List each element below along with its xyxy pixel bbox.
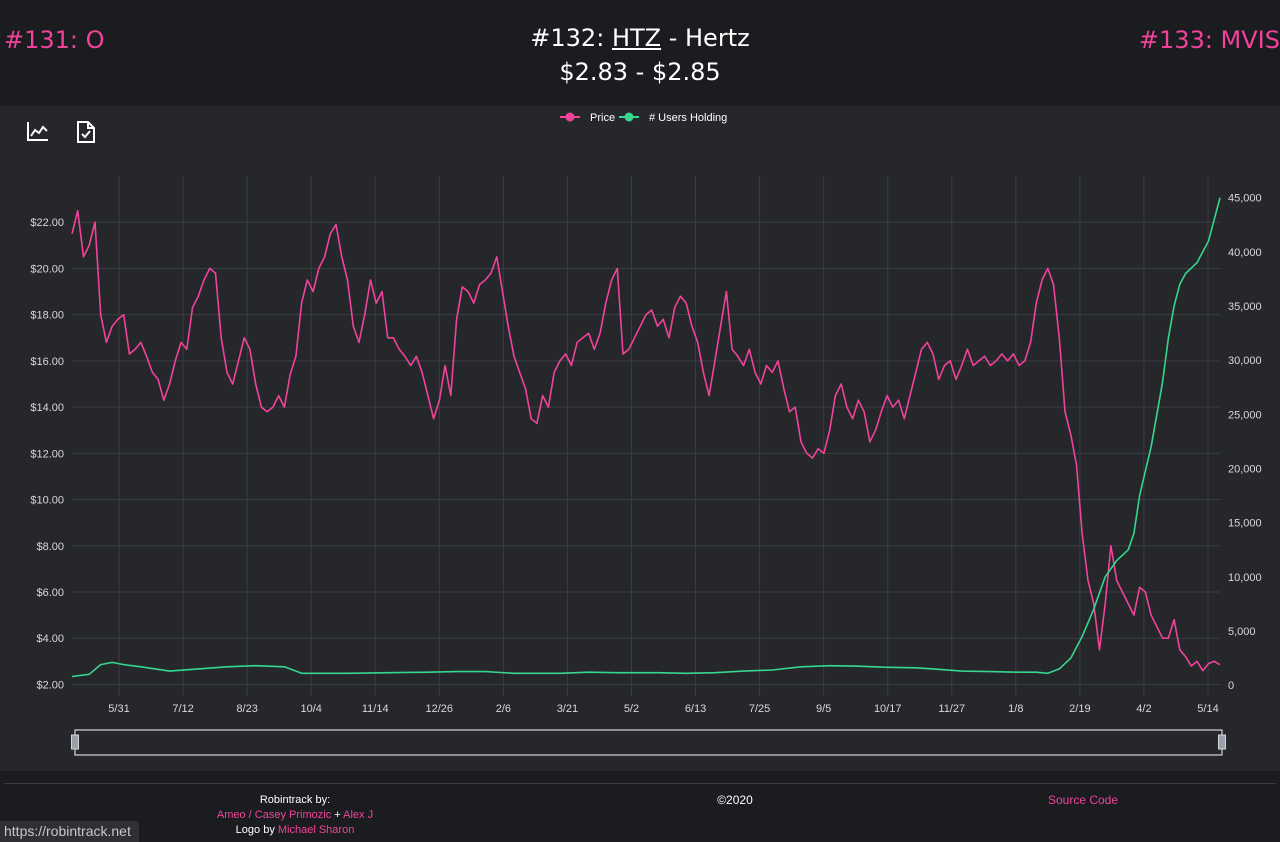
y-right-tick-label: 15,000: [1228, 518, 1262, 530]
chart-panel: $2.00 $4.00 $6.00 $8.00 $10.00 $12.00 $14.00 $1…: [0, 106, 1280, 771]
y-left-tick-label: $4.00: [36, 633, 64, 645]
ticker-link[interactable]: HTZ: [611, 24, 662, 52]
x-tick-label: 5/14: [1197, 703, 1218, 715]
author-link[interactable]: Ameo / Casey Primozic: [216, 809, 332, 821]
x-tick-label: 5/31: [108, 703, 129, 715]
copyright: ©2020: [717, 793, 753, 807]
next-stock-link[interactable]: #133: MVIS: [1138, 26, 1280, 54]
credits: Robintrack by: Ameo / Casey Primozic + A…: [175, 793, 415, 838]
y-left-tick-label: $16.00: [30, 356, 64, 368]
y-right-tick-label: 0: [1228, 680, 1234, 692]
author2-link[interactable]: Alex J: [343, 809, 374, 821]
rank-label: #132:: [530, 24, 605, 52]
x-tick-label: 3/21: [557, 703, 578, 715]
line-chart-icon[interactable]: [24, 118, 52, 146]
legend-price-label[interactable]: Price: [590, 112, 615, 124]
y-right-tick-label: 40,000: [1228, 247, 1262, 259]
price-range: $2.83 - $2.85: [559, 58, 721, 86]
x-tick-label: 9/5: [816, 703, 831, 715]
y-right-tick-label: 20,000: [1228, 464, 1262, 476]
x-tick-label: 1/8: [1008, 703, 1023, 715]
y-left-tick-label: $10.00: [30, 495, 64, 507]
x-tick-label: 6/13: [685, 703, 706, 715]
y-right-tick-label: 45,000: [1228, 193, 1262, 205]
y-right-tick-label: 5,000: [1228, 626, 1256, 638]
x-tick-label: 11/27: [938, 703, 965, 715]
y-left-tick-label: $6.00: [36, 587, 64, 599]
company-name: - Hertz: [661, 24, 750, 52]
footer: Robintrack by: Ameo / Casey Primozic + A…: [0, 771, 1280, 842]
y-left-tick-label: $8.00: [36, 541, 64, 553]
y-right-tick-label: 25,000: [1228, 409, 1262, 421]
x-tick-label: 10/4: [300, 703, 321, 715]
x-tick-label: 7/25: [749, 703, 770, 715]
y-left-tick-label: $2.00: [36, 679, 64, 691]
credits-title: Robintrack by:: [259, 794, 331, 806]
footer-divider: [4, 783, 1276, 784]
x-tick-label: 2/6: [496, 703, 511, 715]
x-tick-label: 5/2: [624, 703, 639, 715]
legend-price-marker[interactable]: [565, 112, 575, 122]
status-url-tooltip: https://robintrack.net: [0, 821, 139, 842]
prev-stock-link[interactable]: #131: O: [4, 26, 105, 54]
y-left-tick-label: $14.00: [30, 402, 64, 414]
price-series-line: [71, 209, 1221, 672]
range-handle-left[interactable]: [71, 734, 79, 750]
price-users-chart: $2.00 $4.00 $6.00 $8.00 $10.00 $12.00 $14.00 $1…: [30, 112, 1262, 756]
x-tick-label: 7/12: [172, 703, 193, 715]
y-left-tick-label: $20.00: [30, 263, 64, 275]
y-right-tick-label: 35,000: [1228, 301, 1262, 313]
document-check-icon[interactable]: [72, 118, 100, 146]
x-tick-label: 10/17: [874, 703, 902, 715]
credits-plus: +: [331, 809, 344, 821]
legend-users-marker[interactable]: [624, 112, 634, 122]
x-tick-label: 8/23: [236, 703, 257, 715]
x-tick-label: 4/2: [1136, 703, 1151, 715]
x-tick-label: 2/19: [1069, 703, 1090, 715]
y-left-tick-label: $22.00: [30, 217, 64, 229]
x-tick-label: 12/26: [426, 703, 454, 715]
logo-author-link[interactable]: Michael Sharon: [277, 824, 355, 836]
x-tick-label: 11/14: [362, 703, 389, 715]
y-right-tick-label: 10,000: [1228, 572, 1262, 584]
range-selector[interactable]: [74, 729, 1223, 756]
y-left-tick-label: $18.00: [30, 310, 64, 322]
source-code-link[interactable]: Source Code: [1047, 793, 1119, 807]
page-title: #132: HTZ - Hertz: [0, 24, 1280, 52]
y-right-tick-label: 30,000: [1228, 355, 1262, 367]
logo-by-label: Logo by: [235, 824, 278, 836]
range-handle-right[interactable]: [1218, 734, 1226, 750]
y-left-tick-label: $12.00: [30, 448, 64, 460]
legend-users-label[interactable]: # Users Holding: [649, 112, 727, 124]
users-series-line: [71, 197, 1221, 678]
